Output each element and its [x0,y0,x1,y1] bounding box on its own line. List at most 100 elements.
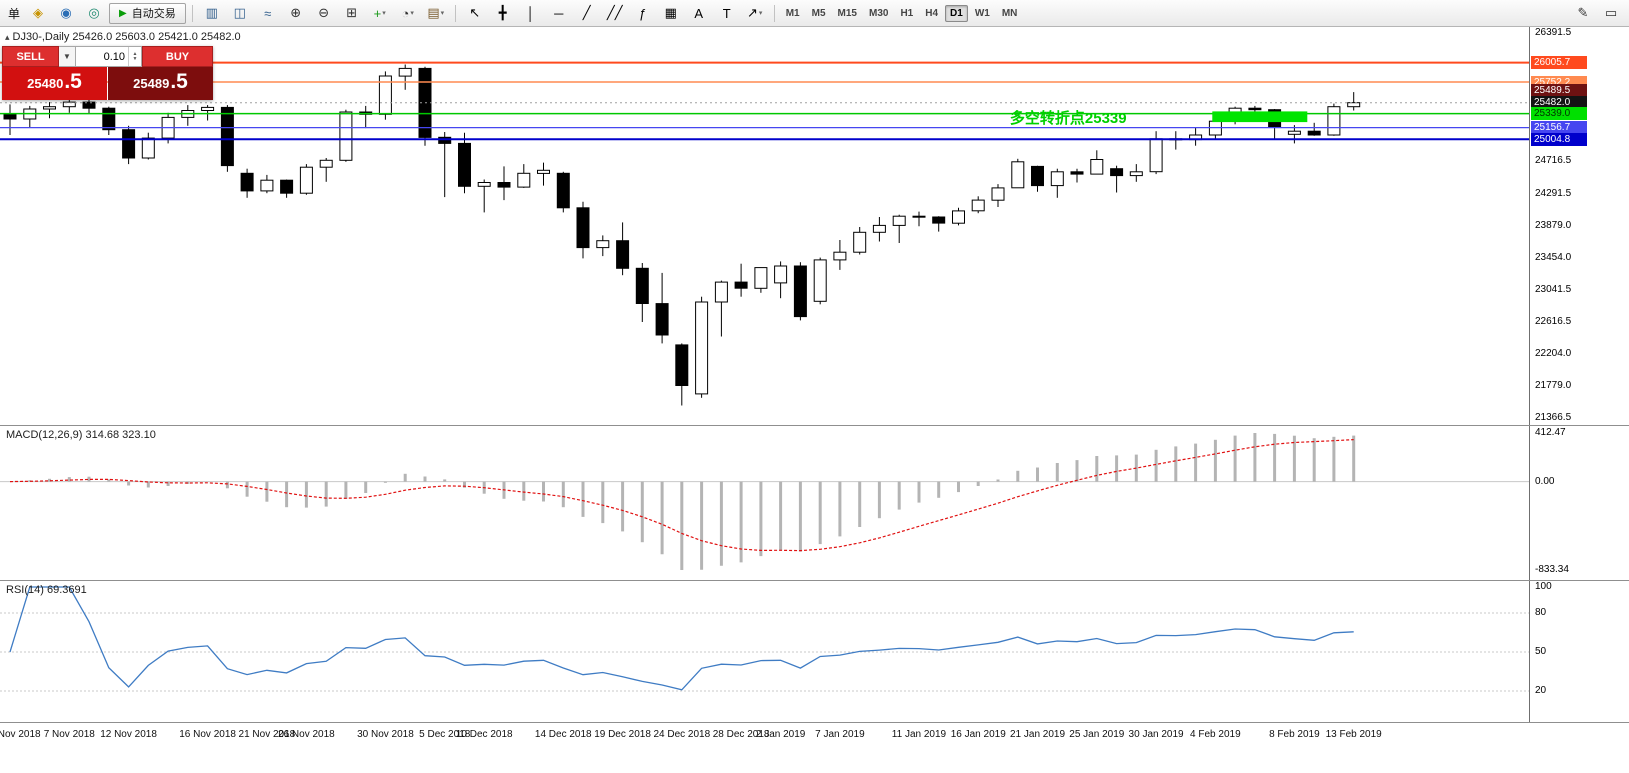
window-icon[interactable]: ▭ [1598,2,1624,24]
tile-windows-icon: ⊞ [346,5,358,20]
horizontal-line-icon[interactable]: ─ [546,2,572,24]
toolbar: 单 ◈ ◉ ◎ ▶ 自动交易 ▥ ◫ ≈ ⊕ ⊖ ⊞ + ▾ ◔ ▾ ▤ ▾ ↖ ╋ │ ─ ╱ ╱╱ ƒ ▦ A T ↗ ▾ … [0,0,1629,27]
timeframe-m1[interactable]: M1 [785,7,800,19]
cursor-icon[interactable]: ↖ [462,2,488,24]
chevron-down-icon: ▾ [410,10,414,17]
line-chart-icon: ≈ [264,5,272,21]
price-tick: 23041.5 [1535,283,1572,295]
sell-price-main: 25480 [27,76,64,91]
date-label: 24 Dec 2018 [653,729,711,740]
timeframe-mn[interactable]: MN [1001,7,1018,19]
trade-options-dropdown[interactable]: ▼ [59,46,76,67]
timeframe-m15[interactable]: M15 [837,7,857,19]
tile-windows-icon[interactable]: ⊞ [339,2,365,24]
date-label: 19 Dec 2018 [594,729,651,740]
trade-panel-collapse-icon[interactable]: ▴ [5,32,10,42]
timeframe-d1[interactable]: D1 [945,4,968,22]
macd-panel-canvas[interactable] [0,425,1529,580]
crosshair-icon[interactable]: ╋ [490,2,516,24]
spin-up-icon[interactable]: ▲ [132,50,138,57]
price-badge-25489.5: 25489.5 [1531,83,1587,97]
chart-annotation: 多空转折点25339 [1010,109,1127,127]
zoom-out-icon[interactable]: ⊖ [311,2,337,24]
spin-down-icon[interactable]: ▼ [132,55,138,62]
panel-separator[interactable] [0,580,1629,581]
date-label: 16 Jan 2019 [950,729,1006,740]
fibonacci-icon[interactable]: ƒ [630,2,656,24]
buy-price-main: 25489 [133,76,170,91]
panel-separator[interactable] [0,425,1629,426]
periods-icon[interactable]: ◔ ▾ [395,2,421,24]
price-tick: 24716.5 [1535,155,1572,167]
cursor-icon: ↖ [469,5,481,20]
timeframe-h4[interactable]: H4 [925,7,939,19]
timeframe-m30[interactable]: M30 [868,7,889,19]
timeframe-m5[interactable]: M5 [811,7,826,19]
trendline-icon[interactable]: ╱ [574,2,600,24]
buy-button[interactable]: BUY [142,46,213,67]
macd-signal-line [9,439,1354,552]
chevron-down-icon: ▾ [382,10,386,17]
price-chart-canvas[interactable]: 多空转折点25339 [0,27,1529,425]
date-label: 10 Dec 2018 [455,729,513,740]
indicators-icon[interactable]: + ▾ [367,2,393,24]
arrows-icon[interactable]: ↗ ▾ [742,2,768,24]
price-badge-25339.0: 25339.0 [1531,107,1587,121]
vertical-line-icon: │ [526,5,535,21]
candles [3,64,1361,406]
navigator-icon: ◎ [88,5,100,20]
date-label: 30 Nov 2018 [357,729,414,740]
rsi-indicator-label: RSI(14) 69.3691 [6,584,87,596]
toolbar-chart-group: ▥ ◫ ≈ ⊕ ⊖ ⊞ + ▾ ◔ ▾ ▤ ▾ [199,2,449,24]
timeframe-group: M1 M5 M15 M30 H1 H4 D1 W1 MN [781,4,1023,22]
price-axis[interactable]: 26391.5 24716.5 24291.5 23879.0 23454.0 23041… [1529,27,1629,722]
sell-button[interactable]: SELL [2,46,59,67]
buy-price[interactable]: 25489.5 [108,67,213,100]
navigator-icon[interactable]: ◎ [81,2,107,24]
data-window-icon[interactable]: ◉ [53,2,79,24]
shapes-icon[interactable]: ▦ [658,2,684,24]
indicators-icon: + [373,5,382,21]
pencil-icon: ✎ [1577,5,1589,20]
bar-chart-icon: ▥ [205,5,218,20]
candlestick-chart-icon[interactable]: ◫ [227,2,253,24]
line-chart-icon[interactable]: ≈ [255,2,281,24]
new-order-button[interactable]: 单 [8,6,21,21]
channel-icon[interactable]: ╱╱ [602,2,628,24]
sell-price[interactable]: 25480.5 [2,67,107,100]
price-badge-26005.7: 26005.7 [1531,56,1587,70]
label-icon[interactable]: T [714,2,740,24]
highlight-rectangle[interactable] [1212,111,1308,123]
market-watch-icon[interactable]: ◈ [25,2,51,24]
bar-chart-icon[interactable]: ▥ [199,2,225,24]
date-label: 12 Nov 2018 [100,729,157,740]
autotrading-button[interactable]: ▶ 自动交易 [109,2,186,24]
date-label: 28 Dec 2018 [712,729,770,740]
timeframe-w1[interactable]: W1 [974,7,990,19]
symbol-ohlc-label: DJ30-,Daily 25426.0 25603.0 25421.0 2548… [12,31,241,43]
price-badge-25004.8: 25004.8 [1531,132,1587,146]
rsi-axis-label: 20 [1535,685,1547,696]
rsi-panel-canvas[interactable] [0,580,1529,722]
text-icon: A [694,5,704,21]
zoom-in-icon[interactable]: ⊕ [283,2,309,24]
pencil-icon[interactable]: ✎ [1570,2,1596,24]
chevron-down-icon: ▼ [63,52,71,61]
lot-size-input[interactable]: 0.10 ▲ ▼ [76,46,142,67]
macd-indicator-label: MACD(12,26,9) 314.68 323.10 [6,429,156,441]
price-badge-25156.7: 25156.7 [1531,121,1587,135]
price-tick: 23454.0 [1535,252,1572,264]
timeframe-h1[interactable]: H1 [900,7,914,19]
templates-icon[interactable]: ▤ ▾ [423,2,449,24]
price-tick: 24291.5 [1535,187,1572,199]
text-icon[interactable]: A [686,2,712,24]
toolbar-separator [773,4,775,22]
vertical-line-icon[interactable]: │ [518,2,544,24]
price-tick: 26391.5 [1535,27,1572,38]
lot-stepper[interactable]: ▲ ▼ [128,47,141,66]
date-label: 8 Feb 2019 [1269,729,1320,740]
toolbar-separator [191,4,193,22]
date-label: 7 Jan 2019 [815,729,865,740]
